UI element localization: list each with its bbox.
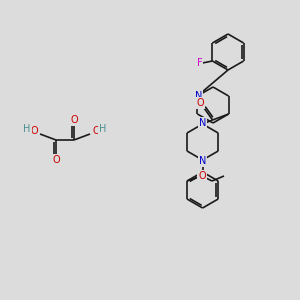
Text: O: O <box>30 126 38 136</box>
Text: H: H <box>99 124 107 134</box>
Text: O: O <box>70 115 78 125</box>
Text: H: H <box>23 124 31 134</box>
Text: N: N <box>199 118 206 128</box>
Text: O: O <box>197 98 204 108</box>
Text: F: F <box>196 58 202 68</box>
Text: N: N <box>195 91 202 101</box>
Text: N: N <box>199 156 206 166</box>
Text: O: O <box>52 155 60 165</box>
Text: O: O <box>198 171 206 181</box>
Text: O: O <box>92 126 100 136</box>
